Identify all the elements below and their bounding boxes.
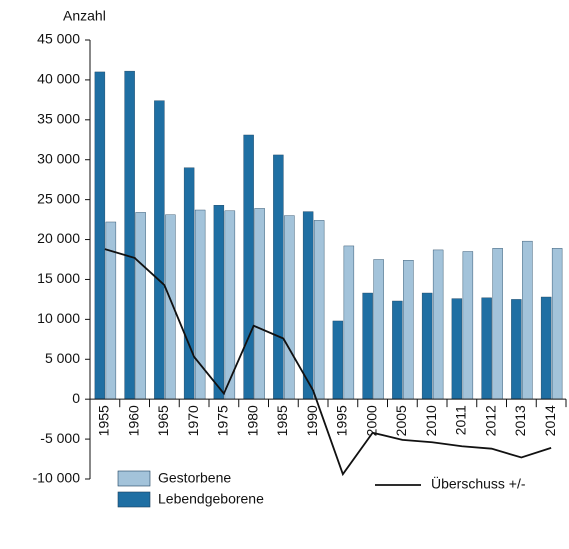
bar <box>362 292 373 400</box>
y-tick-label: -10 000 <box>33 470 81 486</box>
x-tick-label: 2014 <box>542 405 558 436</box>
x-tick-label: 1960 <box>125 405 141 436</box>
y-tick-label: 30 000 <box>37 150 80 166</box>
bar <box>343 245 355 400</box>
bar <box>135 212 146 400</box>
bar <box>373 259 384 400</box>
y-tick-label: 25 000 <box>37 190 80 206</box>
bar <box>284 215 295 400</box>
x-tick-label: 2012 <box>482 405 498 436</box>
x-tick-label: 1970 <box>185 405 201 436</box>
bar <box>273 154 284 400</box>
y-tick-label: 5 000 <box>45 350 80 366</box>
y-tick-label: 20 000 <box>37 230 80 246</box>
bar <box>481 297 492 400</box>
bar <box>194 209 206 400</box>
bar <box>540 296 552 400</box>
bar <box>522 240 533 400</box>
x-tick-label: 2010 <box>423 405 439 436</box>
x-tick-label: 2011 <box>453 405 469 435</box>
legend-label: Überschuss +/- <box>431 475 526 492</box>
bar <box>462 251 474 400</box>
bar <box>183 167 195 400</box>
legend-swatch <box>117 470 151 487</box>
legend-label: Gestorbene <box>158 470 231 486</box>
bar <box>154 100 165 400</box>
bar <box>451 298 463 400</box>
bar <box>511 299 522 400</box>
x-tick-label: 1985 <box>274 405 290 436</box>
bar <box>492 248 503 400</box>
y-tick-label: 45 000 <box>37 31 80 47</box>
line <box>104 248 552 477</box>
bar <box>213 205 225 400</box>
y-tick-label: 10 000 <box>37 310 80 326</box>
bar <box>124 70 135 400</box>
x-tick-label: 2005 <box>393 405 409 436</box>
bar <box>421 292 433 400</box>
x-tick-label: 1980 <box>244 405 260 436</box>
y-tick-label: 40 000 <box>37 71 80 87</box>
legend-label: Lebendgeborene <box>158 491 264 507</box>
bar <box>302 211 314 400</box>
bar <box>551 248 563 400</box>
bar <box>432 249 444 400</box>
bar <box>243 134 254 400</box>
y-tick-label: 35 000 <box>37 111 80 127</box>
x-tick-label: 1955 <box>96 405 112 436</box>
x-tick-label: 1975 <box>215 405 231 436</box>
bar <box>94 71 106 400</box>
y-tick-label: 0 <box>72 390 80 406</box>
bar <box>332 320 344 400</box>
bar <box>403 260 414 400</box>
x-tick-label: 2013 <box>512 405 528 436</box>
x-tick-label: 1965 <box>155 405 171 436</box>
y-axis-label: Anzahl <box>63 8 106 24</box>
y-tick-label: -5 000 <box>40 430 80 446</box>
bar <box>392 300 403 400</box>
x-tick-label: 2000 <box>363 405 379 436</box>
bar <box>313 220 325 400</box>
x-tick-label: 1995 <box>334 405 350 436</box>
y-tick-label: 15 000 <box>37 270 80 286</box>
x-tick-label: 1990 <box>304 405 320 436</box>
bar <box>105 221 117 400</box>
legend-swatch <box>117 491 151 508</box>
bar <box>254 208 265 400</box>
